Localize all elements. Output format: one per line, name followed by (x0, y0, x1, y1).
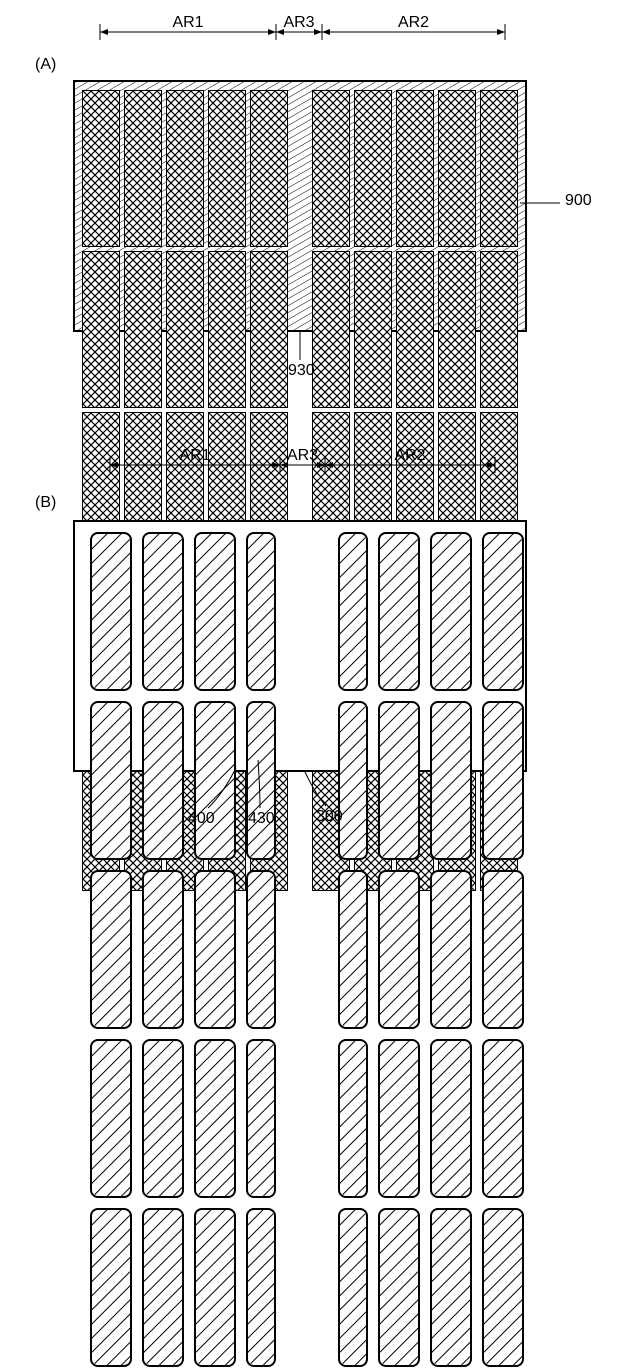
panel-b-cell (338, 1208, 368, 1367)
panel-b-cell (194, 1208, 236, 1367)
panel-b-cell (194, 870, 236, 1029)
panel-b-cell (482, 1208, 524, 1367)
panel-b-cell (246, 1039, 276, 1198)
panel-b-cell (430, 1208, 472, 1367)
panel-b-cell (482, 1039, 524, 1198)
panel-b-cell (90, 1208, 132, 1367)
panel-b-cell (482, 870, 524, 1029)
panel-b-cell (246, 1208, 276, 1367)
panel-b-ref-300: 300 (316, 808, 343, 826)
panel-b-cell (90, 1039, 132, 1198)
panel-b-cell (338, 870, 368, 1029)
panel-b-cell (378, 1208, 420, 1367)
panel-b-cell (378, 870, 420, 1029)
panel-b-cell (90, 870, 132, 1029)
panel-b-cell (378, 1039, 420, 1198)
panel-b-cell (430, 1039, 472, 1198)
panel-b-leads (0, 0, 640, 856)
panel-b-cell (194, 1039, 236, 1198)
panel-b-ref-430: 430 (248, 810, 275, 828)
panel-b-cell (142, 1208, 184, 1367)
panel-b-cell (430, 870, 472, 1029)
panel-b-cell (142, 1039, 184, 1198)
panel-b-cell (142, 870, 184, 1029)
panel-b-ref-400: 400 (188, 810, 215, 828)
panel-b-cell (338, 1039, 368, 1198)
panel-b-cell (246, 870, 276, 1029)
